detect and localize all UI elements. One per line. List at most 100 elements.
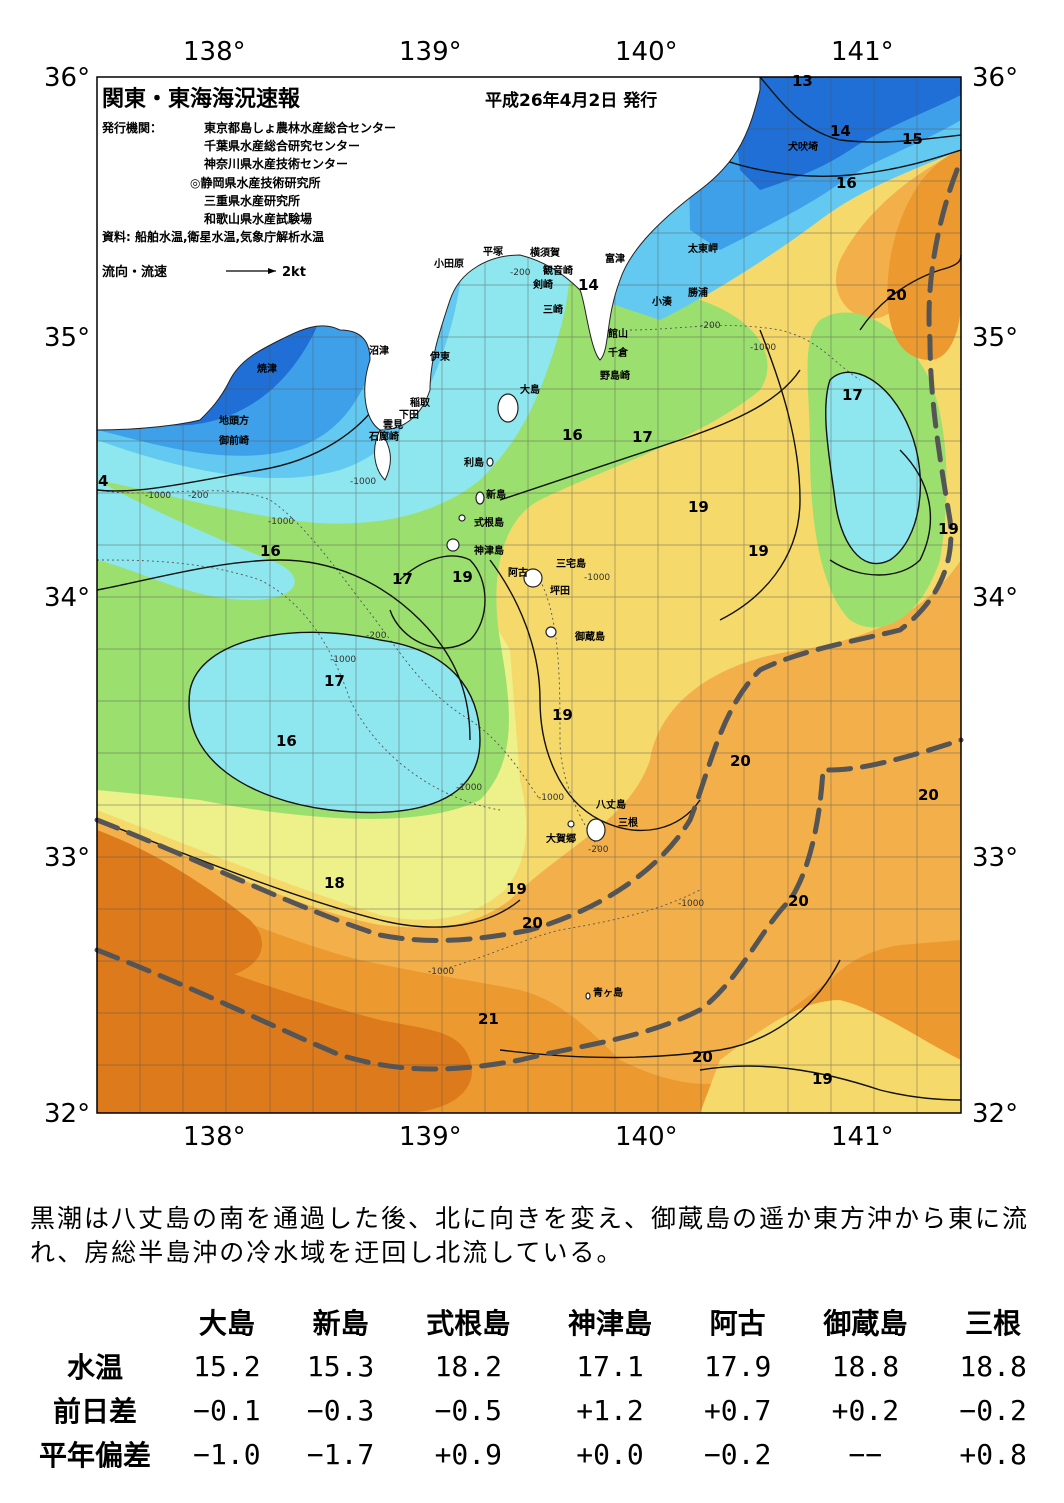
svg-text:-1000: -1000	[330, 655, 356, 665]
svg-text:15: 15	[902, 130, 923, 148]
svg-text:大島: 大島	[520, 383, 540, 396]
svg-text:-1000: -1000	[456, 783, 482, 793]
svg-text:16: 16	[562, 426, 583, 444]
svg-text:三重県水産研究所: 三重県水産研究所	[204, 193, 300, 208]
svg-text:16: 16	[836, 174, 857, 192]
table-cell: +1.2	[576, 1393, 644, 1427]
land	[96, 76, 761, 481]
table-row: 水温 15.2 15.3 18.2 17.1 17.9 18.8 18.8	[20, 1344, 1050, 1388]
svg-text:利島: 利島	[464, 456, 484, 469]
svg-text:20: 20	[522, 914, 543, 932]
svg-text:大賀郷: 大賀郷	[546, 832, 576, 845]
table-cell: +0.7	[703, 1393, 772, 1427]
svg-text:沼津: 沼津	[369, 344, 389, 357]
svg-text:138°: 138°	[183, 1122, 246, 1152]
table-cell: +0.2	[831, 1393, 900, 1427]
svg-text:32°: 32°	[972, 1099, 1018, 1129]
svg-text:犬吠埼: 犬吠埼	[788, 140, 818, 153]
svg-text:御蔵島: 御蔵島	[574, 630, 605, 643]
svg-text:-200: -200	[510, 268, 531, 278]
svg-text:御前崎: 御前崎	[218, 434, 249, 447]
svg-text:19: 19	[506, 880, 527, 898]
column-header: 御蔵島	[823, 1307, 908, 1340]
svg-text:千倉: 千倉	[608, 346, 629, 359]
place-names: 犬吠埼 太東岬 勝浦 小湊 富津 館山 千倉 野島崎 観音崎 横須賀 剣崎 三崎…	[218, 140, 818, 999]
svg-text:139°: 139°	[399, 37, 462, 67]
svg-text:-1000: -1000	[750, 343, 776, 353]
svg-text:19: 19	[452, 568, 473, 586]
svg-text:坪田: 坪田	[550, 584, 570, 597]
table-cell: −0.2	[703, 1437, 772, 1471]
svg-text:剣崎: 剣崎	[532, 278, 553, 291]
summary-text: 黒潮は八丈島の南を通過した後、北に向きを変え、御蔵島の遥か東方沖から東に流れ、房…	[30, 1204, 1030, 1267]
sea-temperature-map: 138° 139° 140° 141° 138° 139° 140° 141° …	[44, 37, 1018, 1152]
svg-text:16: 16	[260, 542, 281, 560]
svg-text:140°: 140°	[615, 37, 678, 67]
svg-text:東京都島しょ農林水産総合センター: 東京都島しょ農林水産総合センター	[204, 120, 396, 135]
table-cell: −1.0	[193, 1437, 261, 1471]
svg-text:阿古: 阿古	[508, 566, 528, 579]
map-frame	[96, 76, 962, 1114]
svg-text:19: 19	[552, 706, 573, 724]
svg-text:141°: 141°	[831, 1122, 894, 1152]
table-cell: 18.2	[434, 1349, 502, 1383]
svg-text:17: 17	[392, 570, 413, 588]
svg-text:-1000: -1000	[678, 899, 704, 909]
svg-text:下田: 下田	[399, 409, 419, 421]
svg-text:34°: 34°	[44, 583, 90, 613]
svg-text:139°: 139°	[399, 1122, 462, 1152]
svg-text:19: 19	[688, 498, 709, 516]
table-cell: −−	[848, 1437, 883, 1471]
table-row: 平年偏差 −1.0 −1.7 +0.9 +0.0 −0.2 −− +0.8	[20, 1432, 1050, 1476]
svg-text:16: 16	[276, 732, 297, 750]
table-cell: 18.8	[959, 1349, 1027, 1383]
row-header: 水温	[66, 1351, 123, 1384]
svg-text:雲見: 雲見	[383, 419, 403, 431]
svg-text:140°: 140°	[615, 1122, 678, 1152]
kuroshio-axis	[94, 157, 964, 1072]
svg-text:20: 20	[918, 786, 939, 804]
lat-labels: 36° 35° 34° 33° 32° 36° 35° 34° 33° 32°	[44, 63, 1018, 1129]
svg-text:千葉県水産総合研究センター: 千葉県水産総合研究センター	[204, 138, 360, 153]
svg-text:資料: 船舶水温,衛星水温,気象庁解析水温: 資料: 船舶水温,衛星水温,気象庁解析水温	[102, 229, 324, 244]
svg-text:小田原: 小田原	[433, 257, 464, 270]
svg-text:17: 17	[632, 428, 653, 446]
column-header: 新島	[312, 1307, 369, 1340]
svg-text:小湊: 小湊	[651, 295, 673, 308]
svg-text:伊東: 伊東	[429, 350, 450, 363]
svg-text:三崎: 三崎	[543, 303, 563, 316]
depth-labels: -200 -1000 -200 -1000 -1000 -200 -1000 -…	[145, 268, 776, 977]
svg-text:-1000: -1000	[428, 967, 454, 977]
svg-text:流向・流速: 流向・流速	[102, 264, 167, 280]
table-cell: +0.8	[959, 1437, 1027, 1471]
table-cell: 15.2	[193, 1349, 261, 1383]
svg-text:19: 19	[938, 520, 959, 538]
svg-text:-200: -200	[700, 321, 721, 331]
table-cell: 18.8	[831, 1349, 900, 1383]
table-cell: 17.9	[703, 1349, 772, 1383]
svg-text:勝浦: 勝浦	[688, 286, 708, 299]
svg-text:富津: 富津	[605, 252, 625, 265]
table-cell: +0.9	[434, 1437, 502, 1471]
table-cell: 17.1	[576, 1349, 644, 1383]
column-header: 大島	[198, 1307, 255, 1340]
svg-text:19: 19	[812, 1070, 833, 1088]
table-cell: 15.3	[306, 1349, 375, 1383]
svg-text:17: 17	[324, 672, 345, 690]
svg-text:地頭方: 地頭方	[219, 414, 249, 427]
svg-text:新島: 新島	[486, 488, 506, 501]
column-header: 阿古	[709, 1307, 766, 1340]
svg-text:稲取: 稲取	[410, 396, 431, 409]
svg-text:20: 20	[886, 286, 907, 304]
table-cell: −1.7	[306, 1437, 375, 1471]
svg-text:石廊崎: 石廊崎	[368, 430, 399, 443]
table-row: 前日差 −0.1 −0.3 −0.5 +1.2 +0.7 +0.2 −0.2	[20, 1388, 1050, 1432]
svg-text:33°: 33°	[972, 843, 1018, 873]
svg-text:発行機関：: 発行機関：	[101, 120, 162, 135]
svg-text:34°: 34°	[972, 583, 1018, 613]
row-header: 平年偏差	[38, 1439, 151, 1472]
svg-text:和歌山県水産試験場: 和歌山県水産試験場	[203, 211, 312, 226]
svg-text:20: 20	[692, 1048, 713, 1066]
row-header: 前日差	[52, 1395, 137, 1428]
svg-text:三宅島: 三宅島	[556, 557, 586, 570]
